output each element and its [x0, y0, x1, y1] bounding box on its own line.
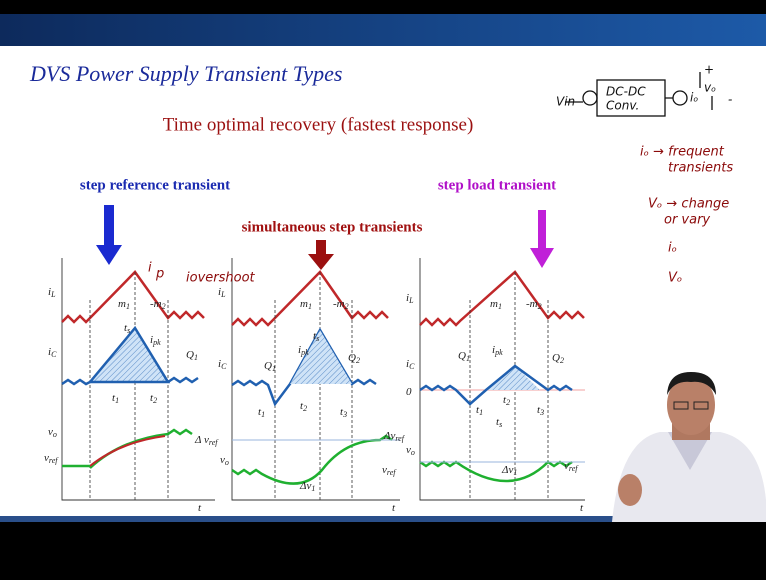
label-sub: 1	[513, 468, 517, 477]
handwritten-note: iₒ → frequent	[640, 145, 725, 160]
transient-label: step reference transient	[80, 177, 230, 193]
label-base: Q	[348, 352, 356, 364]
label-base: Δv	[501, 464, 513, 476]
label-sub: C	[221, 362, 227, 371]
handwritten-note: transients	[668, 161, 733, 176]
label-sub: 1	[466, 354, 470, 363]
label-sub: 1	[126, 302, 130, 311]
handwritten-note: iₒ	[668, 241, 677, 256]
label-sub: C	[51, 350, 57, 359]
label-sub: 3	[539, 408, 544, 417]
label-sub: o	[225, 458, 229, 467]
handwritten-note: p	[155, 267, 164, 282]
label-sub: s	[127, 326, 130, 335]
label-base: -m	[150, 298, 162, 310]
handwritten-note: or vary	[664, 213, 710, 228]
handwritten-note: iovershoot	[186, 271, 256, 286]
label-sub: L	[220, 290, 226, 299]
handwritten-note: DC-DC	[606, 85, 646, 99]
handwritten-note: iₒ	[690, 91, 698, 105]
label-base: Q	[264, 360, 272, 372]
label-sub: 2	[345, 302, 349, 311]
label-base: m	[300, 298, 308, 310]
label-sub: L	[408, 296, 414, 305]
handwritten-note: i	[148, 261, 152, 276]
handwritten-note: Vₒ → change	[648, 197, 729, 212]
label-base: -m	[526, 298, 538, 310]
label-base: m	[490, 298, 498, 310]
label-sub: 1	[498, 302, 502, 311]
label-sub: 2	[303, 404, 307, 413]
label-sub: 1	[311, 484, 315, 493]
label-base: Δ v	[194, 434, 209, 446]
label-base: Δv	[383, 430, 395, 442]
handwritten-note: Conv.	[606, 99, 639, 113]
handwritten-note: +	[704, 63, 714, 77]
label-sub: s	[316, 334, 319, 343]
handwritten-note: vₒ	[704, 81, 716, 95]
label-sub: pk	[300, 348, 309, 357]
label-sub: 1	[115, 396, 119, 405]
label-sub: 1	[308, 302, 312, 311]
title: DVS Power Supply Transient Types	[29, 61, 342, 86]
transient-label: step load transient	[438, 177, 556, 193]
label-sub: 2	[506, 398, 510, 407]
label-sub: o	[411, 448, 415, 457]
transient-label: simultaneous step transients	[242, 219, 423, 235]
label-sub: 1	[479, 408, 483, 417]
handwritten-note: Vin	[556, 95, 575, 109]
label-sub: s	[499, 420, 502, 429]
label-sub: pk	[494, 348, 503, 357]
label-base: Δv	[299, 480, 311, 492]
label-base: m	[118, 298, 126, 310]
label-sub: 2	[153, 396, 157, 405]
handwritten-note: Vₒ	[668, 271, 682, 286]
axis-label: 0	[406, 386, 412, 398]
label-base: -m	[333, 298, 345, 310]
label-base: Q	[186, 349, 194, 361]
label-base: Q	[552, 352, 560, 364]
label-sub: 1	[194, 353, 198, 362]
label-sub: 1	[272, 364, 276, 373]
subtitle: Time optimal recovery (fastest response)	[163, 114, 474, 135]
label-sub: 2	[162, 302, 166, 311]
label-base: 0	[406, 386, 412, 398]
label-base: Q	[458, 350, 466, 362]
label-sub: 1	[261, 410, 265, 419]
label-sub: pk	[152, 338, 161, 347]
header-bar	[0, 14, 766, 46]
screen: DVS Power Supply Transient Types Time op…	[0, 0, 766, 580]
label-sub: C	[409, 362, 415, 371]
page: {"slide": {"title": "DVS Power Supply Tr…	[0, 0, 766, 580]
handwritten-note: -	[728, 93, 732, 107]
label-sub: 2	[538, 302, 542, 311]
label-sub: 3	[342, 410, 347, 419]
label-sub: L	[50, 290, 56, 299]
label-sub: 2	[560, 356, 564, 365]
label-sub: o	[53, 430, 57, 439]
label-sub: 2	[356, 356, 360, 365]
